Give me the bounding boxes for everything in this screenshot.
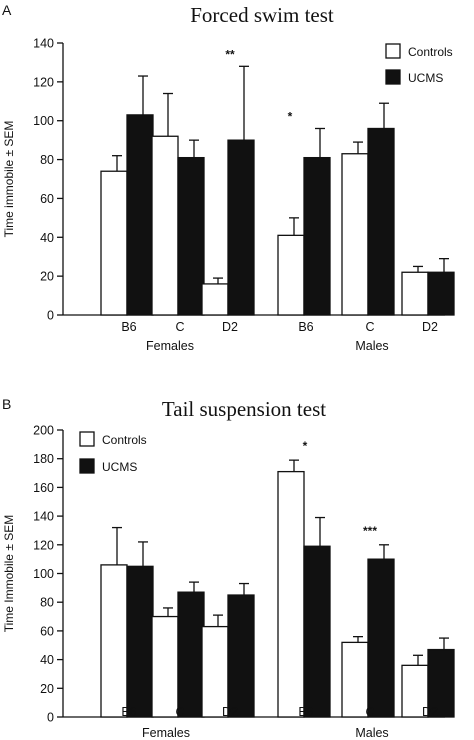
panel-a-legend-swatch-ucms [385, 69, 401, 85]
panel-a-legend-label-ucms: UCMS [408, 71, 443, 85]
panel-a-letter: A [2, 2, 12, 18]
panel-a-legend-label-controls: Controls [408, 45, 453, 59]
panel-b-x-tick-label: D2 [222, 705, 238, 719]
panel-b-bar-controls-2 [201, 625, 229, 718]
panel-b-y-tick-label: 120 [33, 538, 54, 552]
panel-b-bar-ucms-4 [367, 558, 395, 718]
panel-a-x-tick-label: C [365, 320, 374, 334]
panel-a-y-tick-label: 40 [40, 231, 54, 245]
panel-a-x-tick-label: B6 [298, 320, 313, 334]
panel-b-bar-ucms-5 [427, 648, 455, 718]
panel-b-significance-marker: *** [363, 524, 377, 538]
panel-a-legend-swatch-controls [385, 43, 401, 59]
panel-a-bar-controls-0 [100, 170, 128, 316]
panel-a-bar-controls-2 [201, 283, 229, 316]
panel-b-title: Tail suspension test [162, 397, 326, 421]
panel-b-legend-swatch-ucms [79, 458, 95, 474]
panel-b-y-tick-label: 160 [33, 481, 54, 495]
panel-b-legend-label-ucms: UCMS [102, 460, 137, 474]
panel-b-y-tick-label: 0 [47, 711, 54, 725]
panel-a-bar-ucms-0 [126, 114, 154, 316]
panel-b-significance-marker: * [303, 439, 308, 453]
panel-a-title: Forced swim test [190, 3, 334, 27]
panel-b-group-label: Males [355, 726, 388, 740]
panel-a-y-tick-label: 100 [33, 114, 54, 128]
panel-a-y-tick-label: 0 [47, 309, 54, 323]
panel-a-bar-controls-5 [401, 271, 429, 316]
panel-a-y-tick-label: 120 [33, 75, 54, 89]
panel-a-bar-ucms-2 [227, 139, 255, 316]
panel-b-y-tick-label: 40 [40, 653, 54, 667]
panel-b-legend-label-controls: Controls [102, 433, 147, 447]
panel-a-significance-marker: ** [225, 47, 235, 61]
panel-a-x-tick-label: D2 [222, 320, 238, 334]
panel-b-x-tick-label: B6 [298, 705, 313, 719]
panel-b-y-tick-label: 20 [40, 682, 54, 696]
panel-a-bar-controls-3 [277, 234, 305, 316]
panel-a-significance-marker: * [288, 109, 293, 123]
panel-b-y-tick-label: 80 [40, 596, 54, 610]
panel-a-bar-controls-4 [341, 153, 369, 316]
panel-b-bar-controls-3 [277, 470, 305, 718]
panel-b-legend-swatch-controls [79, 431, 95, 447]
panel-b-bar-ucms-3 [303, 545, 331, 718]
panel-a-x-tick-label: D2 [422, 320, 438, 334]
panel-b-group-label: Females [142, 726, 190, 740]
panel-a-bar-ucms-1 [177, 156, 205, 316]
panel-a-group-label: Males [355, 339, 388, 353]
panel-b-bar-controls-5 [401, 664, 429, 718]
panel-b-x-tick-label: C [175, 705, 184, 719]
panel-a-y-axis-label: Time immobile ± SEM [2, 121, 16, 238]
panel-b-letter: B [2, 396, 11, 412]
panel-b-bar-controls-0 [100, 564, 128, 718]
panel-b-bar-ucms-2 [227, 594, 255, 718]
panel-a-bar-ucms-4 [367, 127, 395, 316]
panel-a-group-label: Females [146, 339, 194, 353]
panel-a-bar-controls-1 [151, 135, 179, 316]
panel-b-x-tick-label: C [365, 705, 374, 719]
panel-a-x-tick-label: B6 [121, 320, 136, 334]
panel-a-bar-ucms-5 [427, 271, 455, 316]
panel-b-y-tick-label: 200 [33, 424, 54, 438]
panel-b-y-axis-label: Time Immobile ± SEM [2, 515, 16, 633]
panel-b-y-tick-label: 180 [33, 452, 54, 466]
panel-a-y-tick-label: 20 [40, 270, 54, 284]
panel-a-y-tick-label: 60 [40, 192, 54, 206]
panel-b-y-tick-label: 100 [33, 567, 54, 581]
panel-b-bar-ucms-0 [126, 565, 154, 718]
panel-a-y-tick-label: 80 [40, 153, 54, 167]
panel-a-x-tick-label: C [175, 320, 184, 334]
panel-b-x-tick-label: B6 [121, 705, 136, 719]
panel-b-bar-controls-1 [151, 615, 179, 718]
panel-b-x-tick-label: D2 [422, 705, 438, 719]
panel-b-y-tick-label: 140 [33, 510, 54, 524]
panel-b-bar-controls-4 [341, 641, 369, 718]
panel-b-y-tick-label: 60 [40, 624, 54, 638]
panel-a-bar-ucms-3 [303, 156, 331, 316]
panel-a-y-tick-label: 140 [33, 37, 54, 51]
panel-b-bar-ucms-1 [177, 591, 205, 718]
